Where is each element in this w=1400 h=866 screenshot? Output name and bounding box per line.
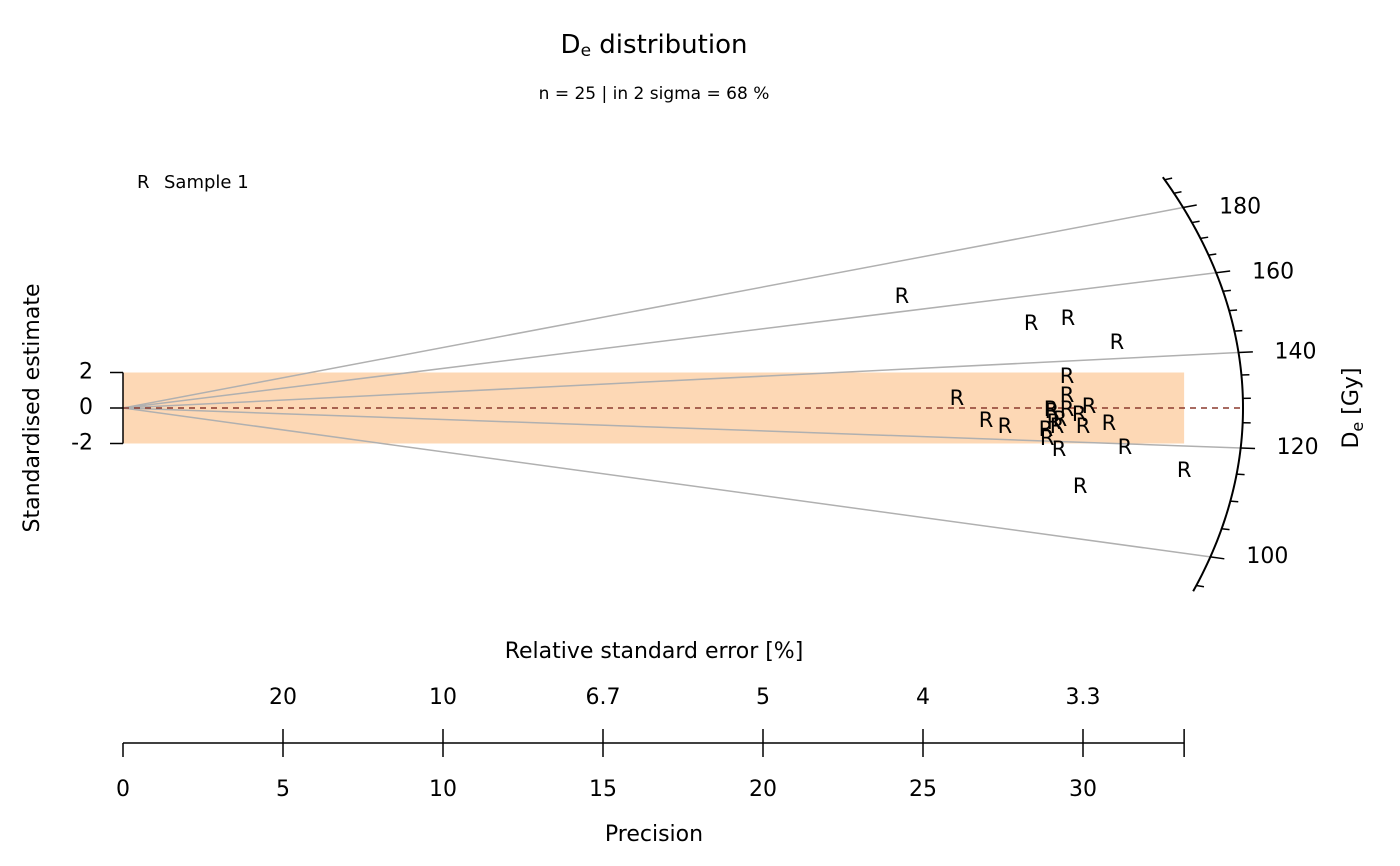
z-title-part: e <box>1348 422 1367 432</box>
z-title-part: [Gy] <box>1339 367 1364 421</box>
title-part: D <box>561 30 581 60</box>
x-tick-label: 30 <box>1069 777 1097 802</box>
data-point: R <box>1047 410 1062 434</box>
z-tick-label: 120 <box>1277 435 1319 460</box>
data-point: R <box>895 284 910 308</box>
data-point: R <box>1050 414 1065 438</box>
x-tick-label: 0 <box>116 777 130 802</box>
y-tick-label: 2 <box>79 360 93 385</box>
z-minor-tick <box>1164 177 1173 181</box>
title-part: distribution <box>591 30 747 60</box>
z-tick <box>1182 204 1197 209</box>
z-tick <box>1216 270 1231 274</box>
x-tick-label: 25 <box>909 777 937 802</box>
legend-label: Sample 1 <box>164 172 249 193</box>
z-minor-tick <box>1200 236 1209 240</box>
z-minor-tick <box>1191 220 1200 224</box>
title-part: e <box>581 41 591 61</box>
z-tick <box>1238 351 1253 354</box>
data-point: R <box>1073 474 1088 498</box>
z-tick-label: 140 <box>1275 340 1317 365</box>
x2-tick-label: 20 <box>269 685 297 710</box>
chart-subtitle: n = 25 | in 2 sigma = 68 % <box>539 84 770 104</box>
radial-line <box>122 206 1184 409</box>
x2-tick-label: 3.3 <box>1066 685 1101 710</box>
data-point: R <box>1110 330 1125 354</box>
z-title-part: D <box>1339 432 1364 449</box>
data-point: R <box>1060 397 1075 421</box>
legend-marker: R <box>137 172 150 193</box>
y-tick-label: -2 <box>71 431 93 456</box>
data-point: R <box>950 386 965 410</box>
data-point: R <box>1040 426 1055 450</box>
z-minor-tick <box>1196 584 1205 588</box>
z-minor-tick <box>1208 253 1217 256</box>
x2-tick-label: 10 <box>429 685 457 710</box>
data-point: R <box>1053 407 1068 431</box>
x-tick-label: 20 <box>749 777 777 802</box>
z-axis-title: De [Gy] <box>1339 367 1367 448</box>
data-point: R <box>1061 306 1076 330</box>
data-point: R <box>1102 411 1117 435</box>
data-point: R <box>1052 437 1067 461</box>
chart-title: De distribution <box>561 30 748 62</box>
z-tick-label: 180 <box>1219 195 1261 220</box>
z-minor-tick <box>1230 500 1239 503</box>
x2-tick-label: 6.7 <box>586 685 621 710</box>
data-point: R <box>1177 458 1192 482</box>
y-axis-title: Standardised estimate <box>20 284 45 533</box>
x-axis-title: Precision <box>605 822 703 847</box>
data-point: R <box>1060 364 1075 388</box>
z-tick-label: 160 <box>1252 260 1294 285</box>
z-minor-tick <box>1221 527 1230 531</box>
data-point: R <box>1045 399 1060 423</box>
x2-tick-label: 4 <box>916 685 930 710</box>
z-minor-tick <box>1229 309 1238 312</box>
z-minor-tick <box>1173 191 1182 195</box>
radial-line <box>122 407 1241 449</box>
data-point: R <box>1044 397 1059 421</box>
data-point: R <box>1060 383 1075 407</box>
x2-tick-label: 5 <box>756 685 770 710</box>
data-point: R <box>998 414 1013 438</box>
radial-line <box>122 351 1239 409</box>
y-tick-label: 0 <box>79 395 93 420</box>
z-tick <box>1240 447 1256 450</box>
z-minor-tick <box>1222 289 1231 292</box>
radial-line <box>122 407 1211 558</box>
z-tick <box>1210 556 1225 560</box>
x-tick-label: 10 <box>429 777 457 802</box>
x-tick-label: 5 <box>276 777 290 802</box>
data-point: R <box>1072 402 1087 426</box>
data-point: R <box>1076 414 1091 438</box>
x2-axis-title: Relative standard error [%] <box>505 639 804 664</box>
data-point: R <box>1024 311 1039 335</box>
data-point: R <box>1039 417 1054 441</box>
data-point: R <box>1118 435 1133 459</box>
z-tick-label: 100 <box>1246 544 1288 569</box>
data-point: R <box>1082 394 1097 418</box>
data-point: R <box>979 408 994 432</box>
radial-line <box>122 271 1217 409</box>
z-minor-tick <box>1234 329 1243 332</box>
x-tick-label: 15 <box>589 777 617 802</box>
